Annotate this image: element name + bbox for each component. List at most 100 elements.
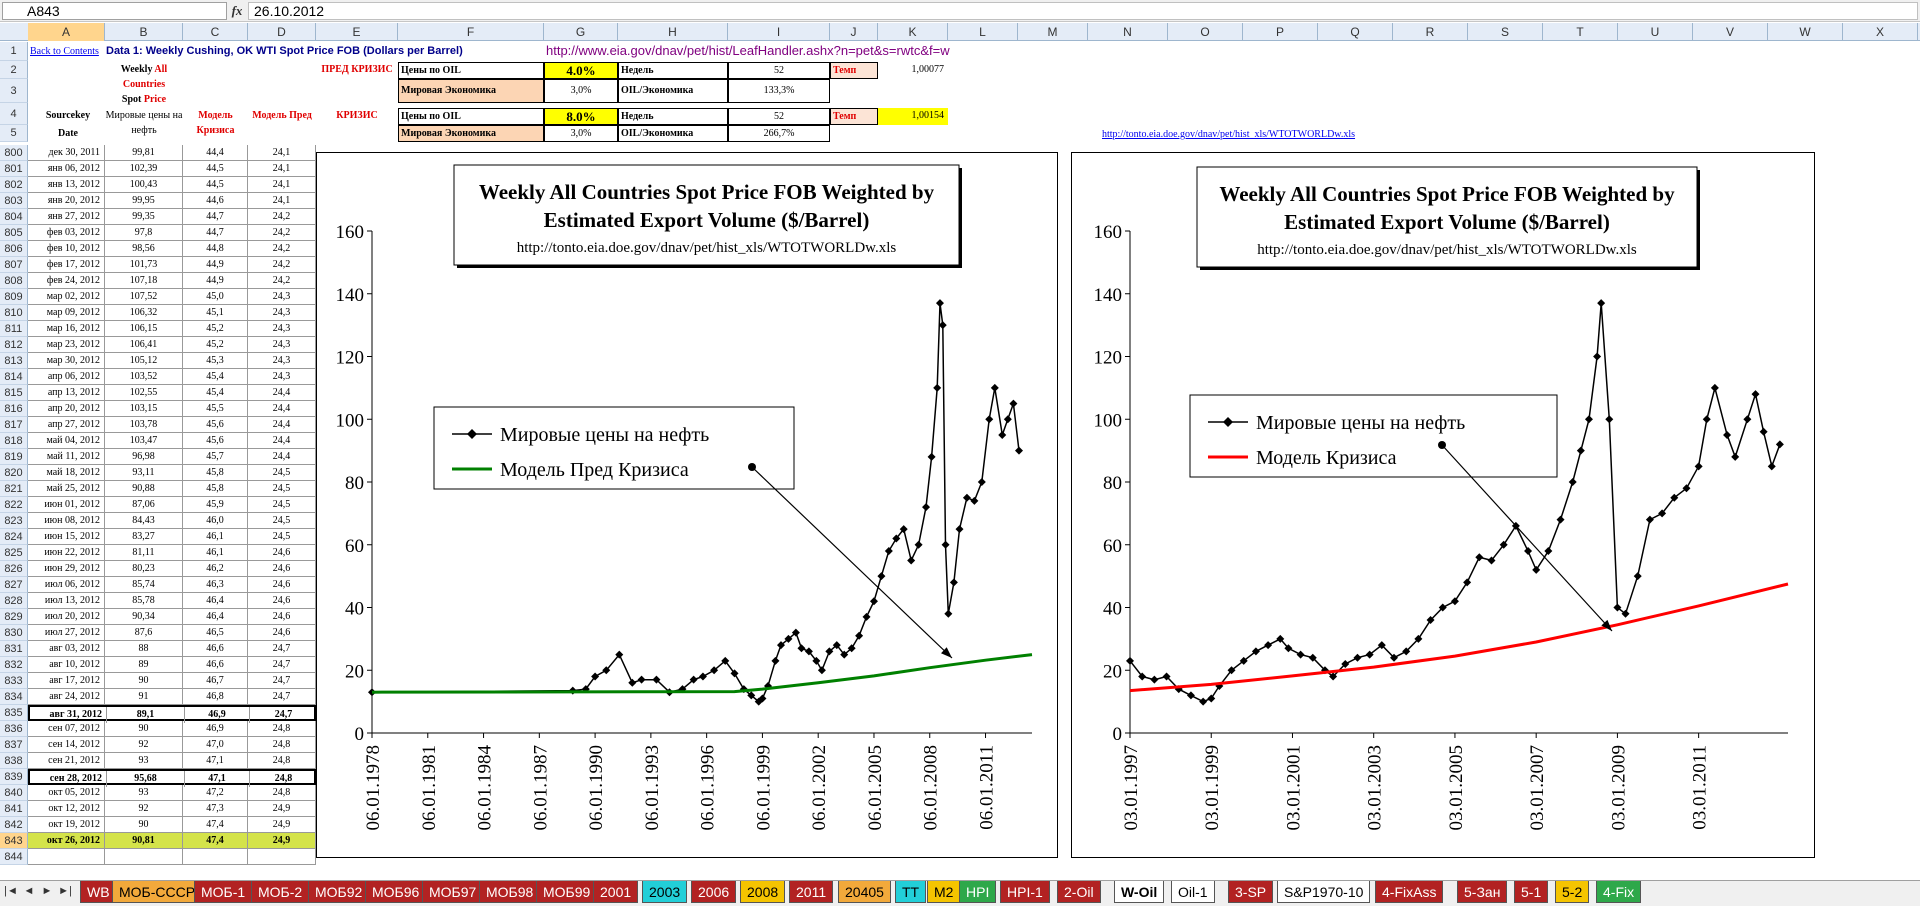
oil-price-cell[interactable]: 93 <box>105 785 183 801</box>
row-header[interactable]: 844 <box>0 849 28 865</box>
oil-price-cell[interactable]: 106,41 <box>105 337 183 353</box>
row-header[interactable]: 820 <box>0 465 28 481</box>
oil-price-cell[interactable]: 105,12 <box>105 353 183 369</box>
precrisis-model-cell[interactable]: 24,8 <box>248 737 316 753</box>
date-cell[interactable]: фев 10, 2012 <box>28 241 105 257</box>
row-header[interactable]: 815 <box>0 385 28 401</box>
row-header[interactable]: 843 <box>0 833 28 849</box>
prev-sheet-icon[interactable]: ◄ <box>23 885 35 897</box>
row-header[interactable]: 835 <box>0 705 28 721</box>
date-cell[interactable]: апр 20, 2012 <box>28 401 105 417</box>
date-cell[interactable]: мар 16, 2012 <box>28 321 105 337</box>
oil-price-cell[interactable]: 84,43 <box>105 513 183 529</box>
oil-price-cell[interactable]: 93 <box>105 753 183 769</box>
date-cell[interactable]: авг 17, 2012 <box>28 673 105 689</box>
oil-price-cell[interactable]: 107,52 <box>105 289 183 305</box>
date-cell[interactable]: сен 07, 2012 <box>28 721 105 737</box>
row-header[interactable]: 810 <box>0 305 28 321</box>
column-header-S[interactable]: S <box>1468 23 1543 41</box>
date-cell[interactable]: май 25, 2012 <box>28 481 105 497</box>
sheet-tab[interactable]: TT <box>895 881 927 903</box>
column-header-I[interactable]: I <box>728 23 830 41</box>
precrisis-model-cell[interactable]: 24,3 <box>248 321 316 337</box>
precrisis-model-cell[interactable]: 24,2 <box>248 241 316 257</box>
precrisis-model-cell[interactable]: 24,6 <box>248 545 316 561</box>
crisis-model-cell[interactable]: 44,6 <box>183 193 248 209</box>
crisis-model-cell[interactable]: 46,5 <box>183 625 248 641</box>
date-cell[interactable]: янв 06, 2012 <box>28 161 105 177</box>
sheet-tab[interactable]: МОБ92 <box>308 881 370 903</box>
oil-price-cell[interactable]: 91 <box>105 689 183 705</box>
oil-price-cell[interactable]: 90,34 <box>105 609 183 625</box>
oil-price-cell[interactable]: 103,47 <box>105 433 183 449</box>
row-header[interactable]: 823 <box>0 513 28 529</box>
row-header[interactable]: 829 <box>0 609 28 625</box>
crisis-model-cell[interactable]: 46,0 <box>183 513 248 529</box>
date-cell[interactable]: окт 05, 2012 <box>28 785 105 801</box>
crisis-model-cell[interactable]: 45,4 <box>183 369 248 385</box>
oil-price-cell[interactable]: 90 <box>105 673 183 689</box>
oil-price-cell[interactable]: 85,74 <box>105 577 183 593</box>
sheet-tab[interactable]: W-Oil <box>1114 881 1165 903</box>
date-cell[interactable]: июн 15, 2012 <box>28 529 105 545</box>
precrisis-model-cell[interactable]: 24,3 <box>248 305 316 321</box>
precrisis-model-cell[interactable]: 24,1 <box>248 177 316 193</box>
oil-price-cell[interactable] <box>105 849 183 865</box>
precrisis-model-cell[interactable]: 24,4 <box>248 385 316 401</box>
oil-price-cell[interactable]: 89 <box>105 657 183 673</box>
date-cell[interactable]: сен 28, 2012 <box>30 771 107 787</box>
sheet-tab[interactable]: 2001 <box>593 881 639 903</box>
row-header[interactable]: 839 <box>0 769 28 785</box>
column-header-O[interactable]: O <box>1168 23 1243 41</box>
crisis-model-cell[interactable]: 46,8 <box>183 689 248 705</box>
row-header[interactable]: 5 <box>0 125 28 142</box>
precrisis-model-cell[interactable]: 24,4 <box>248 433 316 449</box>
crisis-model-cell[interactable]: 44,5 <box>183 177 248 193</box>
oil-price-cell[interactable]: 93,11 <box>105 465 183 481</box>
sheet-tab[interactable]: 2011 <box>789 881 834 903</box>
row-header[interactable]: 807 <box>0 257 28 273</box>
oil-price-cell[interactable]: 90,81 <box>105 833 183 849</box>
date-cell[interactable]: янв 20, 2012 <box>28 193 105 209</box>
row-header[interactable]: 806 <box>0 241 28 257</box>
row-header[interactable]: 2 <box>0 61 28 79</box>
precrisis-model-cell[interactable]: 24,1 <box>248 161 316 177</box>
row-header[interactable]: 814 <box>0 369 28 385</box>
date-cell[interactable]: фев 17, 2012 <box>28 257 105 273</box>
sheet-tab[interactable]: МОБ-1 <box>194 881 253 903</box>
next-sheet-icon[interactable]: ► <box>41 885 53 897</box>
row-header[interactable]: 818 <box>0 433 28 449</box>
sheet-tab[interactable]: 2003 <box>642 881 688 903</box>
crisis-model-cell[interactable]: 46,6 <box>183 641 248 657</box>
back-to-contents-link[interactable]: Back to Contents <box>30 46 99 57</box>
oil-price-cell[interactable]: 102,39 <box>105 161 183 177</box>
precrisis-model-cell[interactable]: 24,2 <box>248 209 316 225</box>
crisis-model-cell[interactable]: 44,7 <box>183 209 248 225</box>
precrisis-model-cell[interactable]: 24,5 <box>248 497 316 513</box>
oil-price-cell[interactable]: 98,56 <box>105 241 183 257</box>
date-cell[interactable]: фев 24, 2012 <box>28 273 105 289</box>
sheet-tab[interactable]: 5-1 <box>1514 881 1549 903</box>
precrisis-model-cell[interactable]: 24,1 <box>248 145 316 161</box>
crisis-model-cell[interactable]: 47,3 <box>183 801 248 817</box>
formula-input[interactable]: 26.10.2012 <box>248 2 1918 20</box>
row-header[interactable]: 831 <box>0 641 28 657</box>
date-cell[interactable]: апр 13, 2012 <box>28 385 105 401</box>
row-header[interactable]: 803 <box>0 193 28 209</box>
crisis-model-cell[interactable]: 46,2 <box>183 561 248 577</box>
sheet-tab[interactable]: 2006 <box>691 881 737 903</box>
row-header[interactable]: 837 <box>0 737 28 753</box>
row-header[interactable]: 3 <box>0 79 28 103</box>
crisis-model-cell[interactable]: 46,1 <box>183 529 248 545</box>
column-header-G[interactable]: G <box>544 23 618 41</box>
precrisis-model-cell[interactable]: 24,3 <box>248 337 316 353</box>
column-header-E[interactable]: E <box>316 23 398 41</box>
crisis-model-cell[interactable]: 44,9 <box>183 257 248 273</box>
crisis-model-cell[interactable]: 47,4 <box>183 833 248 849</box>
column-header-N[interactable]: N <box>1088 23 1168 41</box>
date-cell[interactable]: апр 27, 2012 <box>28 417 105 433</box>
oil-price-cell[interactable]: 99,35 <box>105 209 183 225</box>
oil-growth-rate-1[interactable]: 4.0% <box>544 62 618 79</box>
oil-price-cell[interactable]: 106,32 <box>105 305 183 321</box>
crisis-model-cell[interactable]: 46,9 <box>185 707 250 723</box>
